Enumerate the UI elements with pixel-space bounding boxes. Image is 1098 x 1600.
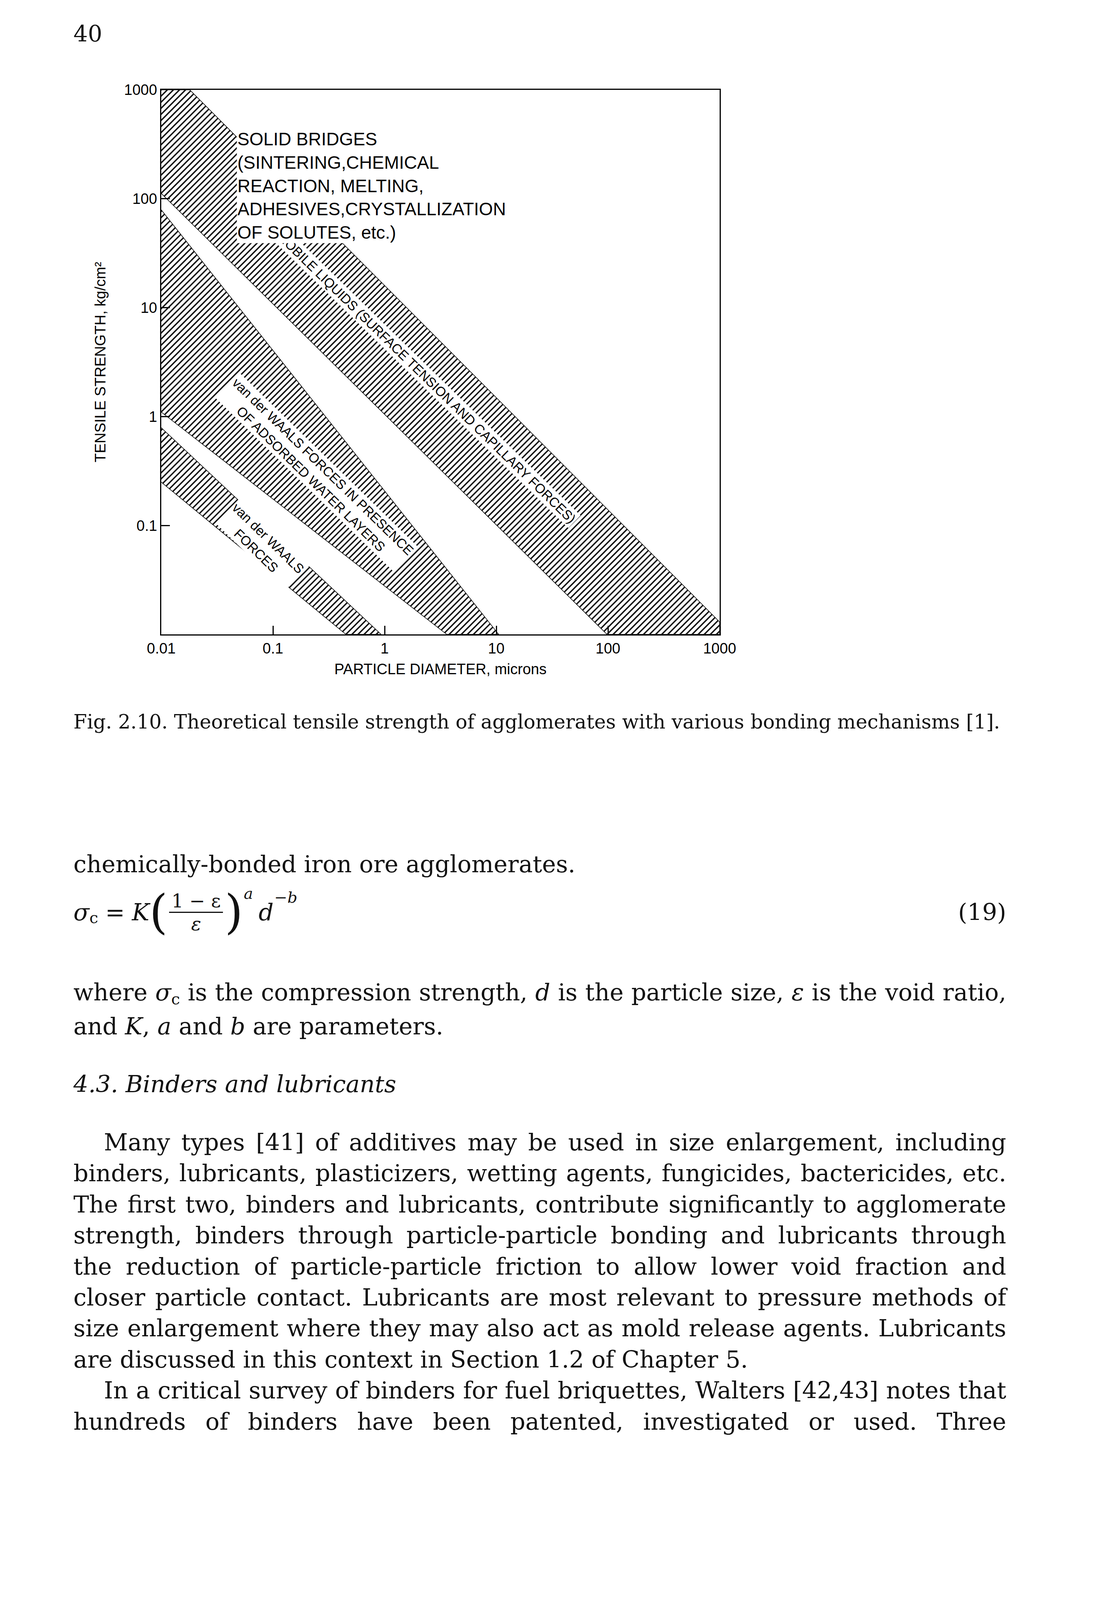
svg-text:1000: 1000 [703,639,737,657]
svg-text:van der WAALS FORCES IN PRESEN: van der WAALS FORCES IN PRESENCEOF ADSOR… [217,374,417,571]
html-text:4.3. Binders and lubricants: 4.3. Binders and lubricants [73,1069,397,1098]
svg-text:100: 100 [132,190,157,207]
html-text:Fig. 2.10. Theoretical tensile: Fig. 2.10. Theoretical tensile strength … [73,710,1000,733]
html-text:σc = K(: σc = K( [73,884,168,939]
svg-text:0.1: 0.1 [136,517,158,534]
svg-text:10: 10 [140,299,157,316]
svg-text:PARTICLE DIAMETER, microns: PARTICLE DIAMETER, microns [334,660,547,678]
html-text:(19): (19) [958,898,1007,926]
svg-text:0.01: 0.01 [146,639,176,657]
html-text:ε: ε [191,912,202,935]
svg-text:SOLID BRIDGES(SINTERING,CHEMIC: SOLID BRIDGES(SINTERING,CHEMICALREACTION… [237,128,507,243]
html-text:1 − ε: 1 − ε [171,889,221,912]
html-text:where σcis the compression str: where σcis the compression strength, d i… [73,978,1007,1040]
svg-text:TENSILE STRENGTH, kg/cm²: TENSILE STRENGTH, kg/cm² [92,261,109,462]
svg-text:10: 10 [488,639,505,657]
html-text:40: 40 [73,20,103,47]
html-text:In a critical survey of binder: In a critical survey of binders for fuel… [73,1376,1007,1435]
html-text:Many types [41] of additives m: Many types [41] of additives may be used… [73,1128,1007,1373]
svg-text:1: 1 [148,408,157,425]
svg-text:MOBILE LIQUIDS (SURFACE TENSIO: MOBILE LIQUIDS (SURFACE TENSION AND CAPI… [274,228,579,526]
html-text:−b: −b [274,887,298,906]
html-text:chemically-bonded iron ore agg: chemically-bonded iron ore agglomerates. [73,850,576,878]
html-text:a: a [243,884,254,902]
svg-text:100: 100 [595,639,621,657]
svg-text:1: 1 [380,639,389,657]
svg-text:0.1: 0.1 [262,639,284,657]
html-text:d: d [258,898,274,926]
svg-text:1000: 1000 [124,81,158,99]
svg-text:van der WAALSFORCES: van der WAALSFORCES [217,499,308,589]
